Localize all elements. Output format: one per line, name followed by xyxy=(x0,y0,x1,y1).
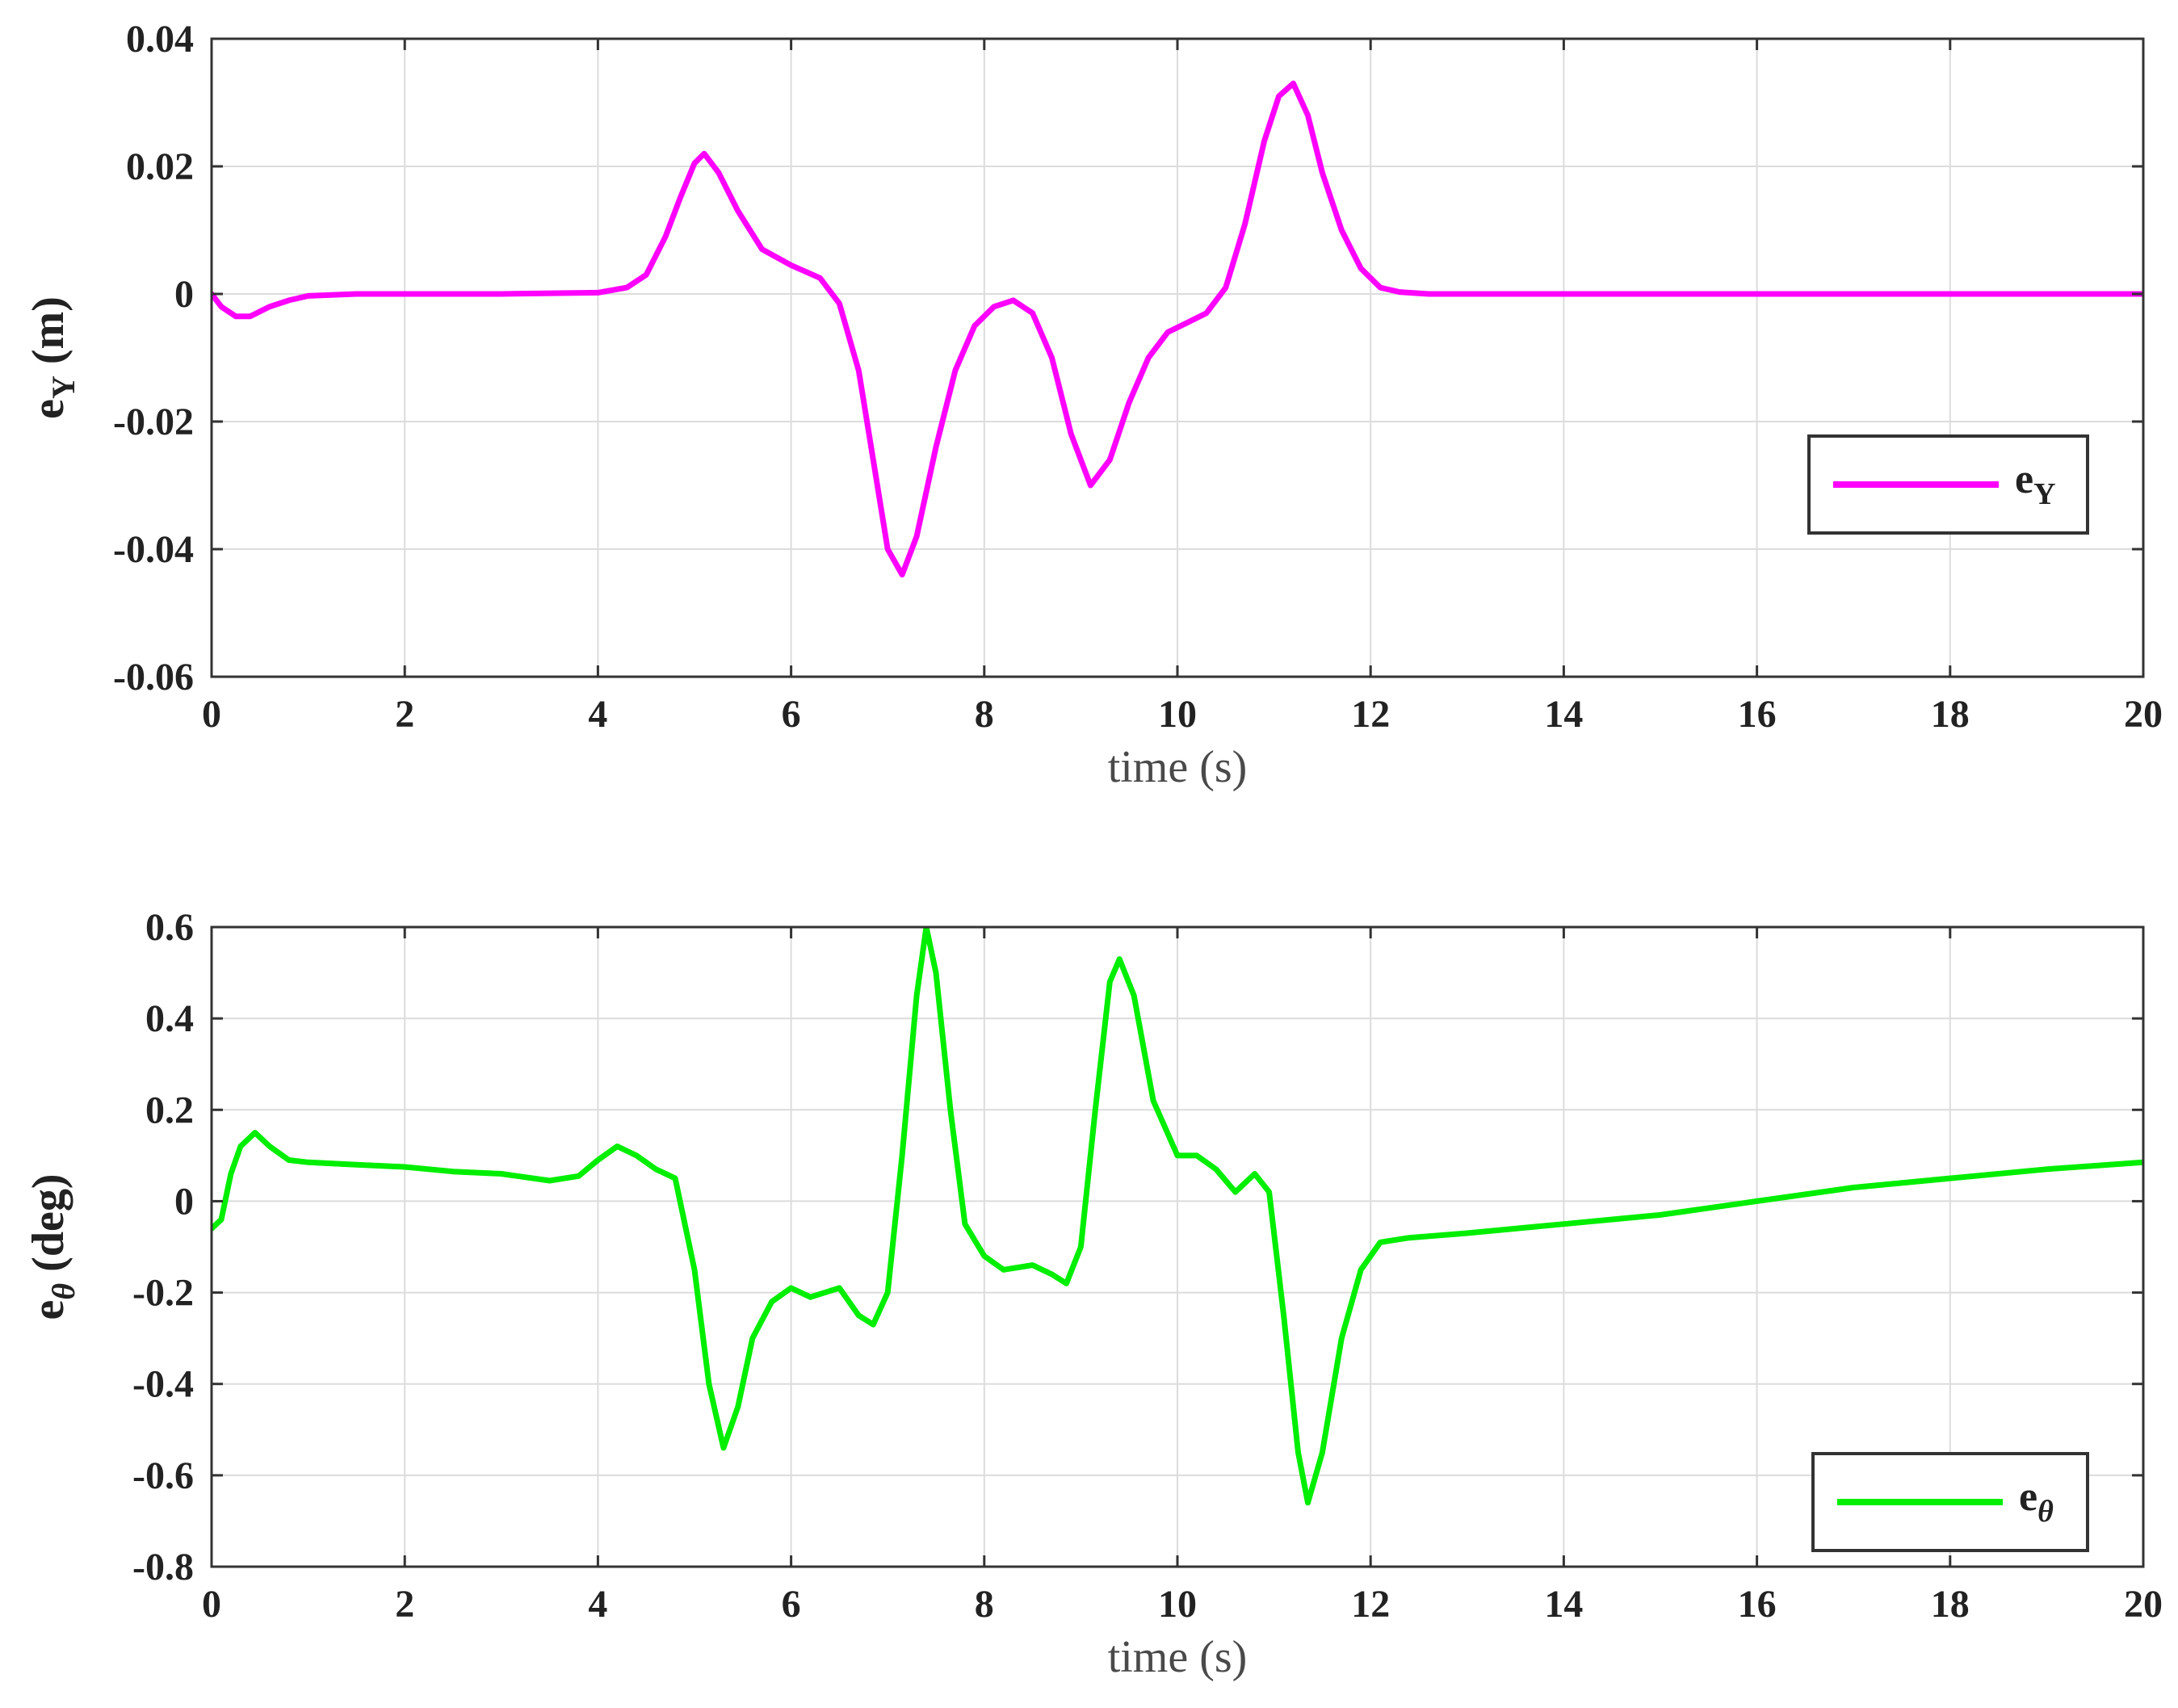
bottom-x-axis-label: time (s) xyxy=(1108,1632,1248,1682)
bottom-y-tick-label: 0.4 xyxy=(145,997,194,1040)
top-x-tick-label: 0 xyxy=(202,693,221,736)
bottom-y-tick-label: -0.8 xyxy=(132,1546,194,1588)
bottom-x-tick-label: 6 xyxy=(782,1583,801,1626)
bottom-subplot: 0 2 4 6 8 10 12 14 16 18 20 -0.8 -0.6 -0.4 -0.2 0 0.2 0.… xyxy=(23,906,2163,1682)
top-x-tick-label: 16 xyxy=(1738,693,1777,736)
top-legend-label: eY xyxy=(2015,456,2056,511)
top-x-tick-label: 12 xyxy=(1351,693,1390,736)
bottom-y-label-main: e xyxy=(23,1300,73,1320)
top-x-tick-label: 4 xyxy=(588,693,607,736)
top-x-tick-label: 10 xyxy=(1158,693,1197,736)
bottom-legend-main: e xyxy=(2019,1474,2037,1520)
bottom-x-tick-label: 18 xyxy=(1931,1583,1970,1626)
top-y-tick-label: -0.04 xyxy=(113,528,194,571)
bottom-y-tick-label: 0.6 xyxy=(145,906,194,949)
top-y-label-unit: (m) xyxy=(23,296,73,376)
bottom-series-line xyxy=(212,927,2143,1506)
top-y-label-sub: Y xyxy=(45,376,82,399)
bottom-x-tick-label: 12 xyxy=(1351,1583,1390,1626)
bottom-x-tick-label: 20 xyxy=(2124,1583,2163,1626)
bottom-y-label-unit: (deg) xyxy=(23,1174,73,1283)
bottom-legend-label: eθ xyxy=(2019,1474,2054,1529)
bottom-y-tick-label: 0.2 xyxy=(145,1089,194,1131)
top-series xyxy=(212,80,2143,578)
bottom-legend: eθ xyxy=(1811,1452,2089,1552)
top-y-tick-label: 0 xyxy=(174,273,194,316)
top-y-tick-label: -0.06 xyxy=(113,656,194,699)
top-y-tick-label: 0.02 xyxy=(126,145,194,188)
bottom-y-tick-label: -0.4 xyxy=(132,1363,194,1406)
bottom-series xyxy=(212,927,2143,1506)
bottom-x-tick-label: 2 xyxy=(395,1583,414,1626)
top-legend-sub: Y xyxy=(2033,477,2055,511)
top-y-label-main: e xyxy=(23,399,73,419)
bottom-y-label-sub: θ xyxy=(45,1283,82,1300)
bottom-y-tick-label: -0.6 xyxy=(132,1454,194,1497)
top-legend-main: e xyxy=(2015,456,2033,502)
top-y-axis-label: eY (m) xyxy=(23,296,82,419)
top-x-tick-label: 6 xyxy=(782,693,801,736)
top-y-tick-label: -0.02 xyxy=(113,401,194,443)
bottom-x-tick-label: 10 xyxy=(1158,1583,1197,1626)
top-x-tick-label: 8 xyxy=(975,693,994,736)
top-x-axis-label: time (s) xyxy=(1108,742,1248,792)
bottom-legend-sub: θ xyxy=(2037,1495,2054,1529)
top-x-tick-label: 14 xyxy=(1544,693,1583,736)
top-series-line xyxy=(212,80,2143,578)
bottom-y-axis-label: eθ (deg) xyxy=(23,1174,82,1320)
bottom-y-tick-label: -0.2 xyxy=(132,1272,194,1315)
bottom-x-tick-label: 8 xyxy=(975,1583,994,1626)
bottom-x-ticks: 0 2 4 6 8 10 12 14 16 18 20 xyxy=(202,927,2163,1626)
top-x-tick-label: 20 xyxy=(2124,693,2163,736)
bottom-x-tick-label: 0 xyxy=(202,1583,221,1626)
top-subplot: 0 2 4 6 8 10 12 14 16 18 20 -0.06 -0.04 -0.02 0 0.02 0.… xyxy=(23,18,2163,792)
bottom-y-ticks: -0.8 -0.6 -0.4 -0.2 0 0.2 0.4 0.6 xyxy=(132,906,2143,1588)
top-x-tick-label: 18 xyxy=(1931,693,1970,736)
bottom-x-tick-label: 4 xyxy=(588,1583,607,1626)
top-y-ticks: -0.06 -0.04 -0.02 0 0.02 0.04 xyxy=(113,18,2143,699)
top-y-tick-label: 0.04 xyxy=(126,18,194,61)
top-x-tick-label: 2 xyxy=(395,693,414,736)
top-legend: eY xyxy=(1807,434,2089,535)
top-x-ticks: 0 2 4 6 8 10 12 14 16 18 20 xyxy=(202,39,2163,736)
top-gridlines xyxy=(211,38,2144,678)
bottom-y-tick-label: 0 xyxy=(174,1180,194,1223)
bottom-x-tick-label: 14 xyxy=(1544,1583,1583,1626)
bottom-x-tick-label: 16 xyxy=(1738,1583,1777,1626)
